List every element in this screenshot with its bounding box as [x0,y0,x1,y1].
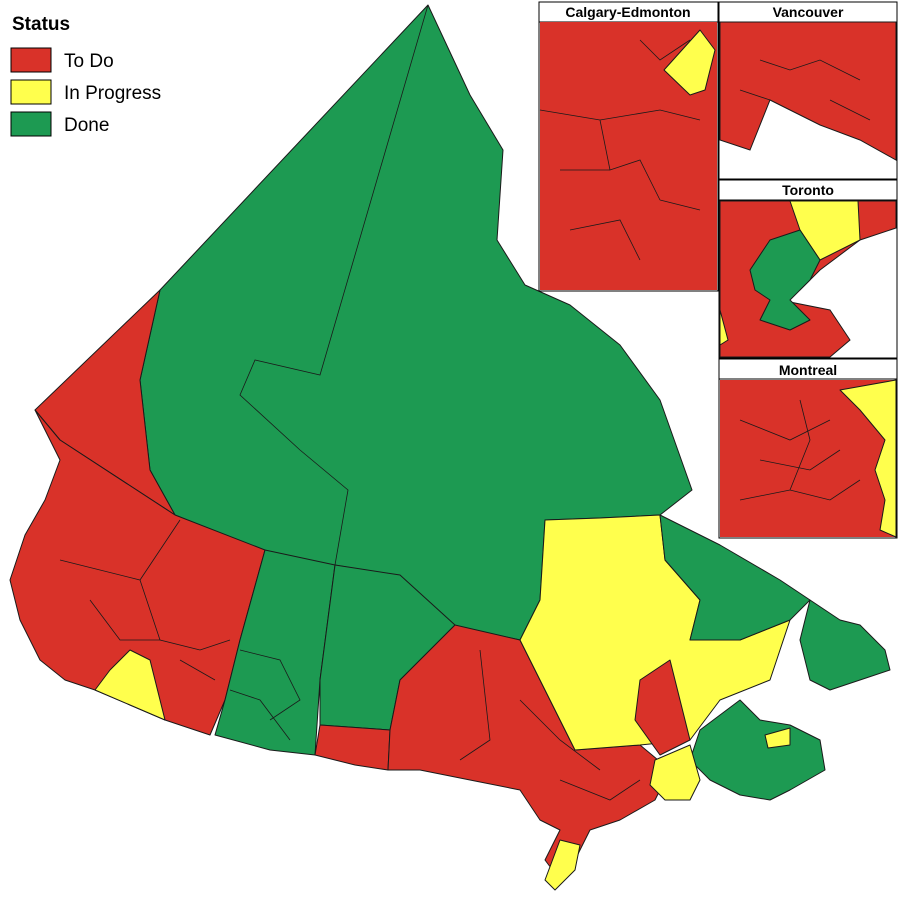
inset-toronto-yellow-north[interactable] [789,200,861,261]
inset-toronto: Toronto [718,179,898,359]
legend-swatch-inprogress [10,79,52,105]
inset-vancouver-fill[interactable] [719,21,897,161]
legend-label-done: Done [64,115,109,136]
region-bc-south-yellow[interactable] [94,649,166,721]
inset-title-vancouver: Vancouver [773,4,844,20]
legend-swatch-done [10,111,52,137]
inset-toronto-yellow-west[interactable] [719,309,729,346]
legend-label-inprogress: In Progress [64,83,161,104]
region-prairie-south[interactable] [314,724,391,771]
region-quebec-red[interactable] [634,659,691,756]
inset-montreal: Montreal [718,358,898,539]
inset-title-calgary-edmonton: Calgary-Edmonton [565,4,690,20]
inset-vancouver: Vancouver [718,1,898,180]
inset-title-toronto: Toronto [782,182,834,198]
legend: Status To Do In Progress Done [10,14,161,137]
legend-label-todo: To Do [64,51,114,72]
legend-title: Status [12,14,70,35]
inset-calgary-edmonton: Calgary-Edmonton [538,1,719,292]
legend-swatch-todo [10,47,52,73]
inset-calgary-yellow[interactable] [663,29,716,96]
inset-title-montreal: Montreal [779,362,837,378]
inset-montreal-yellow[interactable] [839,379,897,538]
region-newfoundland[interactable] [799,599,891,691]
inset-toronto-green[interactable] [749,229,821,331]
region-maritimes[interactable] [689,699,826,801]
region-maritimes-yellow[interactable] [764,727,791,749]
main-map [9,4,891,891]
region-ontario-south-yellow[interactable] [544,839,581,891]
region-labrador[interactable] [659,514,811,641]
region-east-yellow[interactable] [649,744,701,801]
